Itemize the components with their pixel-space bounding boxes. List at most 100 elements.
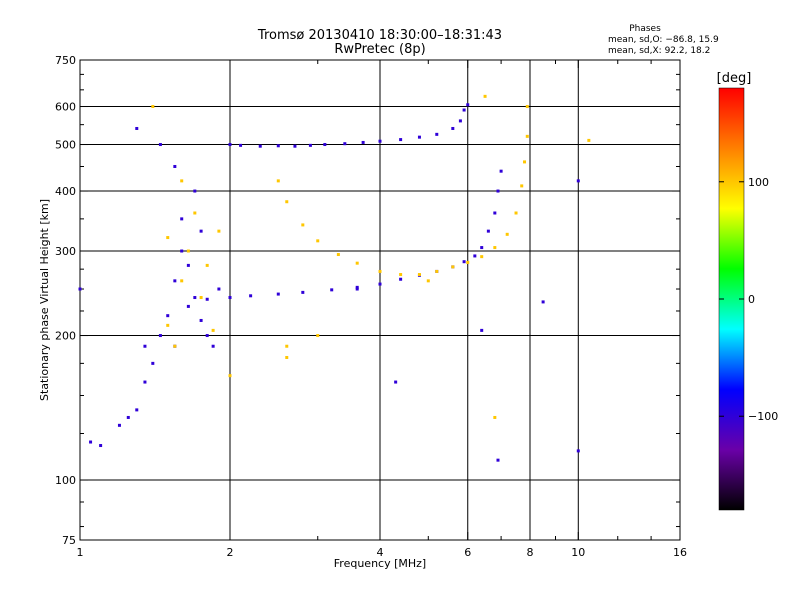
data-point <box>426 279 430 283</box>
data-point <box>205 263 209 267</box>
data-point <box>173 164 177 168</box>
data-point <box>355 285 359 289</box>
y-tick-label: 75 <box>62 534 76 547</box>
data-point <box>301 290 305 294</box>
data-point <box>151 105 155 109</box>
data-point <box>180 249 184 253</box>
data-point <box>399 277 403 281</box>
data-point <box>276 292 280 296</box>
grid-lines <box>80 60 680 540</box>
data-point <box>199 296 203 300</box>
data-point <box>126 415 130 419</box>
data-point <box>180 179 184 183</box>
data-point <box>228 296 232 300</box>
data-point <box>330 288 334 292</box>
x-tick-label: 6 <box>464 546 471 559</box>
data-point <box>211 328 215 332</box>
data-point <box>541 300 545 304</box>
data-point <box>417 273 421 277</box>
data-point <box>486 229 490 233</box>
data-point <box>343 142 347 146</box>
data-point <box>158 334 162 338</box>
data-point <box>301 223 305 227</box>
data-point <box>462 108 466 112</box>
colorbar-tick-label: 0 <box>748 293 755 306</box>
data-point <box>576 449 580 453</box>
chart-subtitle: RwPretec (8p) <box>334 42 425 57</box>
data-point <box>355 287 359 291</box>
colorbar-label: [deg] <box>717 71 752 86</box>
data-point <box>151 361 155 365</box>
data-point <box>493 246 497 250</box>
data-point <box>525 105 529 109</box>
y-tick-label: 400 <box>55 185 76 198</box>
stats-heading: Phases <box>629 24 661 34</box>
colorbar-ticks: 100 0 −100 <box>719 176 778 423</box>
data-point <box>249 294 253 298</box>
data-point <box>378 269 382 273</box>
data-point <box>483 94 487 98</box>
data-point <box>228 374 232 378</box>
x-tick-label: 16 <box>673 546 687 559</box>
data-point <box>166 323 170 327</box>
data-point <box>285 200 289 204</box>
data-point <box>523 160 527 164</box>
data-point <box>496 189 500 193</box>
y-tick-label: 500 <box>55 139 76 152</box>
stats-line-x: mean, sd,X: 92.2, 18.2 <box>608 46 710 56</box>
x-axis-label: Frequency [MHz] <box>334 557 426 570</box>
data-point <box>99 444 103 448</box>
data-point <box>525 134 529 138</box>
data-point <box>435 269 439 273</box>
data-point <box>285 355 289 359</box>
data-point <box>399 138 403 142</box>
data-point <box>417 135 421 139</box>
data-point <box>158 143 162 147</box>
data-point <box>166 236 170 240</box>
data-point <box>258 144 262 148</box>
data-point <box>217 287 221 291</box>
data-point <box>520 184 524 188</box>
data-point <box>228 143 232 147</box>
data-point <box>166 314 170 318</box>
data-point <box>323 143 327 147</box>
data-point <box>199 318 203 322</box>
data-point <box>316 334 320 338</box>
data-point <box>186 263 190 267</box>
data-point <box>378 282 382 286</box>
data-point <box>466 260 470 264</box>
data-point <box>493 211 497 215</box>
data-point <box>336 253 340 257</box>
x-tick-label: 8 <box>527 546 534 559</box>
data-point <box>496 458 500 462</box>
data-point <box>199 229 203 233</box>
data-point <box>451 265 455 269</box>
data-point <box>576 179 580 183</box>
data-point <box>480 255 484 259</box>
data-point <box>193 296 197 300</box>
data-point <box>205 297 209 301</box>
data-point <box>451 126 455 130</box>
data-point <box>173 279 177 283</box>
data-point <box>143 344 147 348</box>
data-point <box>378 139 382 143</box>
y-axis-label: Stationary phase Virtual Height [km] <box>38 199 51 401</box>
data-point <box>239 143 243 147</box>
data-point <box>355 261 359 265</box>
data-point <box>211 344 215 348</box>
data-point <box>499 169 503 173</box>
data-point <box>89 440 93 444</box>
data-point <box>180 217 184 221</box>
y-tick-label: 750 <box>55 54 76 67</box>
data-point <box>308 143 312 147</box>
colorbar-tick-label: −100 <box>748 410 778 423</box>
data-point <box>293 144 297 148</box>
data-point <box>399 273 403 277</box>
data-point <box>493 415 497 419</box>
data-point <box>143 380 147 384</box>
y-tick-label: 600 <box>55 101 76 114</box>
stats-line-o: mean, sd,O: −86.8, 15.9 <box>608 35 719 45</box>
data-point <box>473 254 477 258</box>
data-point <box>276 144 280 148</box>
